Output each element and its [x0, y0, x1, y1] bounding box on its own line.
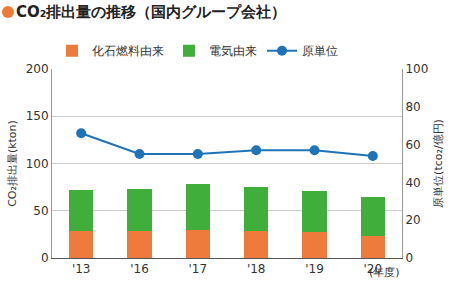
svg-text:'13: '13 [72, 262, 91, 276]
svg-text:'19: '19 [305, 262, 324, 276]
svg-text:化石燃料由来: 化石燃料由来 [92, 44, 164, 58]
svg-text:(年度): (年度) [369, 266, 400, 279]
svg-text:200: 200 [26, 62, 49, 76]
svg-text:60: 60 [405, 138, 420, 152]
svg-text:100: 100 [26, 157, 49, 171]
svg-text:0: 0 [405, 251, 413, 265]
svg-text:CO₂排出量(kton): CO₂排出量(kton) [6, 120, 19, 207]
svg-text:100: 100 [405, 62, 428, 76]
html-text:CO₂排出量の推移（国内グループ会社）: CO₂排出量の推移（国内グループ会社） [16, 3, 287, 21]
svg-text:150: 150 [26, 109, 49, 123]
svg-text:'18: '18 [247, 262, 266, 276]
svg-text:20: 20 [405, 213, 420, 227]
svg-text:50: 50 [33, 204, 48, 218]
svg-text:'16: '16 [130, 262, 149, 276]
svg-text:'17: '17 [189, 262, 208, 276]
svg-text:原単位: 原単位 [302, 44, 338, 58]
svg-text:原単位(tco₂/億円): 原単位(tco₂/億円) [432, 119, 445, 208]
svg-text:80: 80 [405, 100, 420, 114]
svg-text:'20: '20 [364, 262, 383, 276]
svg-text:0: 0 [41, 251, 49, 265]
svg-text:電気由来: 電気由来 [209, 44, 257, 58]
svg-text:40: 40 [405, 176, 420, 190]
